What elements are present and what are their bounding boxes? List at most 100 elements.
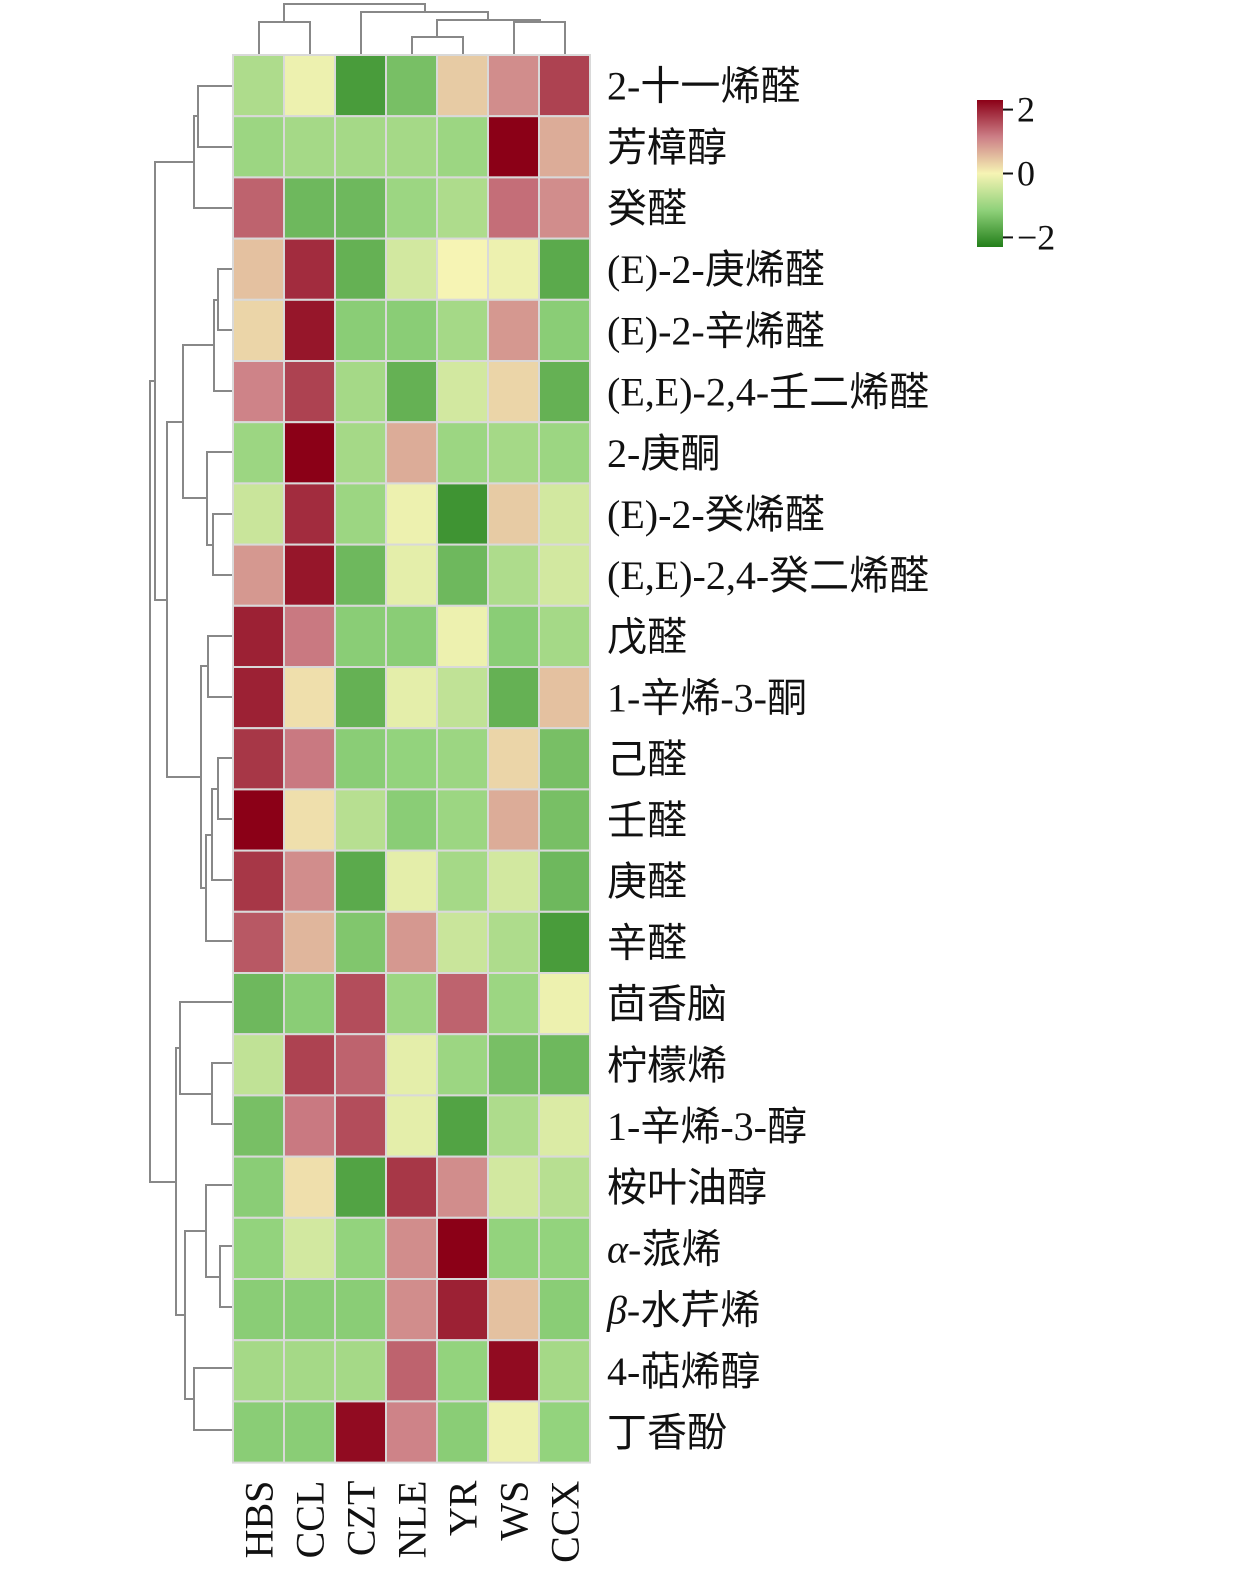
heatmap-cell	[385, 910, 438, 974]
row-dendro-link	[154, 161, 194, 601]
heatmap-cell	[334, 1033, 387, 1097]
heatmap-cell	[283, 849, 336, 913]
col-dendro-link	[283, 3, 426, 22]
heatmap-cell	[283, 910, 336, 974]
row-label: (E,E)-2,4-壬二烯醛	[607, 370, 929, 415]
heatmap-cell	[385, 176, 438, 240]
heatmap-cell	[538, 421, 591, 485]
heatmap-cell	[385, 421, 438, 485]
heatmap-cell	[283, 176, 336, 240]
heatmap-cell	[487, 604, 540, 668]
heatmap-cell	[385, 1094, 438, 1158]
heatmap-cell	[334, 543, 387, 607]
row-label: 4-萜烯醇	[607, 1349, 760, 1394]
heatmap-cell	[538, 543, 591, 607]
heatmap-cell	[487, 54, 540, 118]
row-dendro-link	[211, 788, 233, 881]
row-dendro-link	[217, 757, 233, 820]
heatmap-cell	[283, 788, 336, 852]
row-label: 壬醛	[607, 798, 687, 843]
heatmap-cell	[487, 1216, 540, 1281]
heatmap-cell	[487, 1278, 540, 1342]
heatmap-cell	[283, 482, 336, 546]
heatmap-cell	[232, 176, 285, 240]
heatmap-cell	[436, 176, 489, 240]
row-label: 1-辛烯-3-醇	[607, 1104, 807, 1149]
heatmap-cell	[385, 727, 438, 791]
row-dendro-link	[211, 1062, 233, 1125]
heatmap-cell	[538, 176, 591, 240]
heatmap-cell	[232, 54, 285, 118]
heatmap-cell	[436, 298, 489, 362]
heatmap-cell	[232, 1339, 285, 1403]
column-label: HBS	[237, 1481, 282, 1559]
heatmap-cell	[232, 910, 285, 974]
row-label: 桉叶油醇	[607, 1165, 767, 1210]
heatmap-cell	[385, 604, 438, 668]
heatmap-cell	[487, 1155, 540, 1219]
row-dendro-link	[193, 115, 233, 209]
row-label: 庚醛	[607, 859, 687, 904]
heatmap-cell	[232, 666, 285, 730]
heatmap-cell	[334, 849, 387, 913]
heatmap-cell	[283, 972, 336, 1036]
row-dendro-link	[219, 1245, 233, 1308]
heatmap-cell	[334, 972, 387, 1036]
heatmap-cell	[436, 604, 489, 668]
column-label: CZT	[339, 1481, 384, 1557]
heatmap-cell	[538, 237, 591, 301]
heatmap-cell	[232, 1094, 285, 1158]
row-label: 2-庚酮	[607, 431, 720, 476]
heatmap-cell	[283, 360, 336, 424]
heatmap-cell	[385, 1278, 438, 1342]
heatmap-cell	[436, 1339, 489, 1403]
heatmap-cell	[538, 1400, 591, 1464]
heatmap-cell	[436, 360, 489, 424]
heatmap-cell	[487, 910, 540, 974]
heatmap-cell	[487, 1400, 540, 1464]
heatmap-cell	[436, 482, 489, 546]
heatmap-cell	[538, 298, 591, 362]
heatmap-cell	[538, 788, 591, 852]
heatmap-cell	[385, 788, 438, 852]
heatmap-cell	[385, 1216, 438, 1281]
heatmap-cell	[436, 237, 489, 301]
heatmap-cell	[385, 1339, 438, 1403]
heatmap-cell	[538, 604, 591, 668]
heatmap-cell	[283, 1094, 336, 1158]
heatmap-cell	[283, 604, 336, 668]
row-dendrogram	[149, 85, 233, 1431]
heatmap-cell	[283, 1216, 336, 1281]
heatmap-cell	[283, 1400, 336, 1464]
heatmap-cell	[436, 54, 489, 118]
heatmap-cell	[334, 727, 387, 791]
heatmap-cell	[334, 237, 387, 301]
row-label: 丁香酚	[607, 1410, 727, 1455]
heatmap-cell	[334, 1216, 387, 1281]
row-dendro-link	[182, 344, 214, 499]
heatmap-cell	[232, 421, 285, 485]
heatmap-cell	[538, 54, 591, 118]
heatmap-cell	[232, 849, 285, 913]
column-label: YR	[441, 1480, 486, 1536]
heatmap-cell	[436, 1033, 489, 1097]
heatmap-cell	[334, 1155, 387, 1219]
heatmap-cell	[334, 1278, 387, 1342]
heatmap-cell	[487, 298, 540, 362]
heatmap-cell	[232, 360, 285, 424]
heatmap-cell	[232, 1278, 285, 1342]
heatmap-cell	[334, 54, 387, 118]
heatmap-cell	[385, 1155, 438, 1219]
row-label: α-蒎烯	[607, 1226, 721, 1271]
heatmap-cell	[436, 666, 489, 730]
heatmap-cell	[538, 482, 591, 546]
row-dendro-link	[212, 513, 233, 576]
heatmap-cell	[232, 482, 285, 546]
heatmap-cell	[232, 972, 285, 1036]
heatmap-cell	[334, 360, 387, 424]
heatmap-cell	[436, 727, 489, 791]
row-label: 戊醛	[607, 614, 687, 659]
heatmap-cell	[538, 1278, 591, 1342]
heatmap-cell	[283, 421, 336, 485]
